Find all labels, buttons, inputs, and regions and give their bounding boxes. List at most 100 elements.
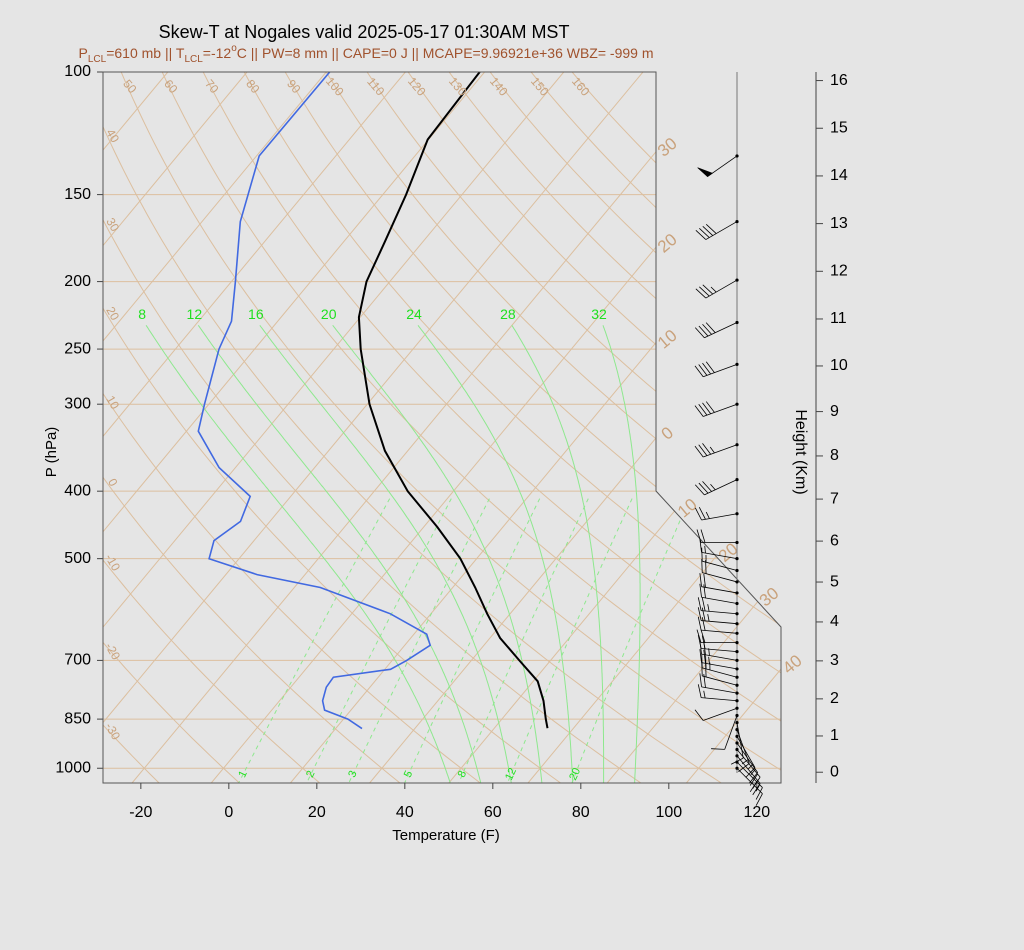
barb-staff: [703, 364, 738, 378]
wind-barb: [735, 734, 756, 778]
height-tick-label: 12: [830, 263, 848, 280]
x-axis-label: Temperature (F): [392, 827, 500, 844]
dry-adiabat-label: 160: [569, 74, 593, 99]
y-tick-label: 300: [64, 395, 91, 412]
mixing-ratio-label: 5: [402, 769, 415, 780]
barb-feather: [694, 484, 705, 496]
dry-adiabat-label: 110: [364, 75, 387, 99]
barb-feather: [702, 226, 714, 236]
isotherm-label: 30: [654, 134, 681, 161]
barb-staff: [736, 736, 756, 768]
height-tick-label: 10: [830, 357, 848, 374]
barb-feather: [755, 787, 763, 800]
y-tick-label: 100: [64, 63, 91, 80]
wind-barb: [701, 662, 739, 687]
dry-adiabat: [103, 72, 401, 783]
subtitle-part: LCL: [184, 54, 203, 65]
wind-dot: [735, 580, 739, 584]
y-tick-label: 200: [64, 273, 91, 290]
barb-staff: [701, 629, 738, 634]
barb-feather: [702, 402, 712, 415]
barb-feather: [702, 481, 712, 492]
height-tick-label: 8: [830, 447, 839, 464]
dry-adiabat-label: -20: [102, 640, 123, 662]
isotherm: [527, 72, 781, 783]
barb-staff: [736, 755, 761, 784]
barb-feather: [705, 401, 715, 413]
height-tick-label: 4: [830, 613, 839, 630]
height-tick-label: 9: [830, 403, 839, 420]
dry-adiabat-label: 60: [161, 77, 181, 96]
mixing-ratio-line: [507, 498, 633, 783]
wind-barb: [735, 766, 763, 806]
barb-staff: [736, 767, 763, 794]
barb-feather: [697, 607, 702, 621]
height-tick-label: 7: [830, 490, 839, 507]
mixing-ratio-line: [571, 498, 691, 783]
subtitle-part: o: [231, 43, 237, 54]
dry-adiabat: [103, 72, 722, 783]
wind-barb: [695, 219, 739, 240]
dry-adiabat-label: 10: [103, 393, 122, 412]
barb-feather: [694, 365, 704, 377]
isotherm: [103, 72, 406, 783]
barb-feather: [701, 607, 706, 621]
isotherm: [103, 72, 169, 783]
barb-staff: [701, 596, 738, 604]
dry-adiabat-label: 30: [103, 215, 122, 234]
wind-barb: [697, 616, 739, 635]
barb-staff: [701, 620, 738, 625]
barb-staff: [701, 586, 738, 594]
dry-adiabat: [284, 72, 781, 783]
dry-adiabat-label: 150: [528, 74, 552, 99]
mixing-ratio-label: 8: [456, 769, 469, 780]
barb-feather: [697, 684, 702, 698]
wind-barb: [735, 760, 763, 800]
barb-feather: [738, 763, 750, 772]
isotherm-label: 30: [756, 584, 783, 611]
barb-feather: [698, 404, 708, 416]
wind-barb: [697, 154, 739, 177]
barb-half-feather: [710, 286, 717, 293]
x-tick-label: 20: [308, 804, 326, 821]
height-tick-label: 15: [830, 119, 848, 136]
barb-feather: [694, 327, 705, 339]
dry-adiabat-label: 80: [243, 77, 263, 96]
moist-adiabat-label: 16: [248, 306, 264, 322]
barb-feather: [694, 709, 704, 721]
moist-adiabat: [602, 325, 641, 783]
isotherm: [103, 72, 327, 783]
barb-half-feather: [708, 656, 710, 665]
wind-barb: [694, 320, 739, 339]
barb-feather: [711, 748, 725, 750]
plot-area: [103, 72, 781, 783]
dry-adiabat-label: 40: [103, 127, 122, 146]
x-tick-label: 60: [484, 804, 502, 821]
mixing-ratio-label: 20: [567, 766, 583, 782]
wind-barb: [694, 361, 739, 378]
barb-staff: [705, 279, 738, 299]
wind-barb: [694, 443, 739, 458]
dry-adiabat-label: 70: [202, 77, 222, 96]
wind-barb: [694, 706, 739, 721]
isotherm-label: 40: [779, 651, 806, 678]
wind-barb: [694, 478, 739, 496]
wind-barb: [701, 559, 739, 584]
moist-adiabat: [145, 325, 452, 783]
barb-half-feather: [708, 648, 710, 656]
mixing-ratio-line: [348, 498, 490, 783]
y-tick-label: 150: [64, 186, 91, 203]
wind-dot: [735, 691, 739, 695]
barb-feather: [699, 538, 702, 553]
barb-staff: [704, 322, 738, 339]
subtitle-part: =-12: [203, 45, 232, 61]
x-tick-label: 0: [224, 804, 233, 821]
height-tick-label: 5: [830, 573, 839, 590]
height-tick-label: 6: [830, 532, 839, 549]
height-tick-label: 2: [830, 690, 839, 707]
x-tick-label: 100: [655, 804, 682, 821]
isotherm-label: 0: [658, 423, 677, 444]
barb-feather: [705, 322, 716, 333]
barb-feather: [699, 640, 702, 655]
